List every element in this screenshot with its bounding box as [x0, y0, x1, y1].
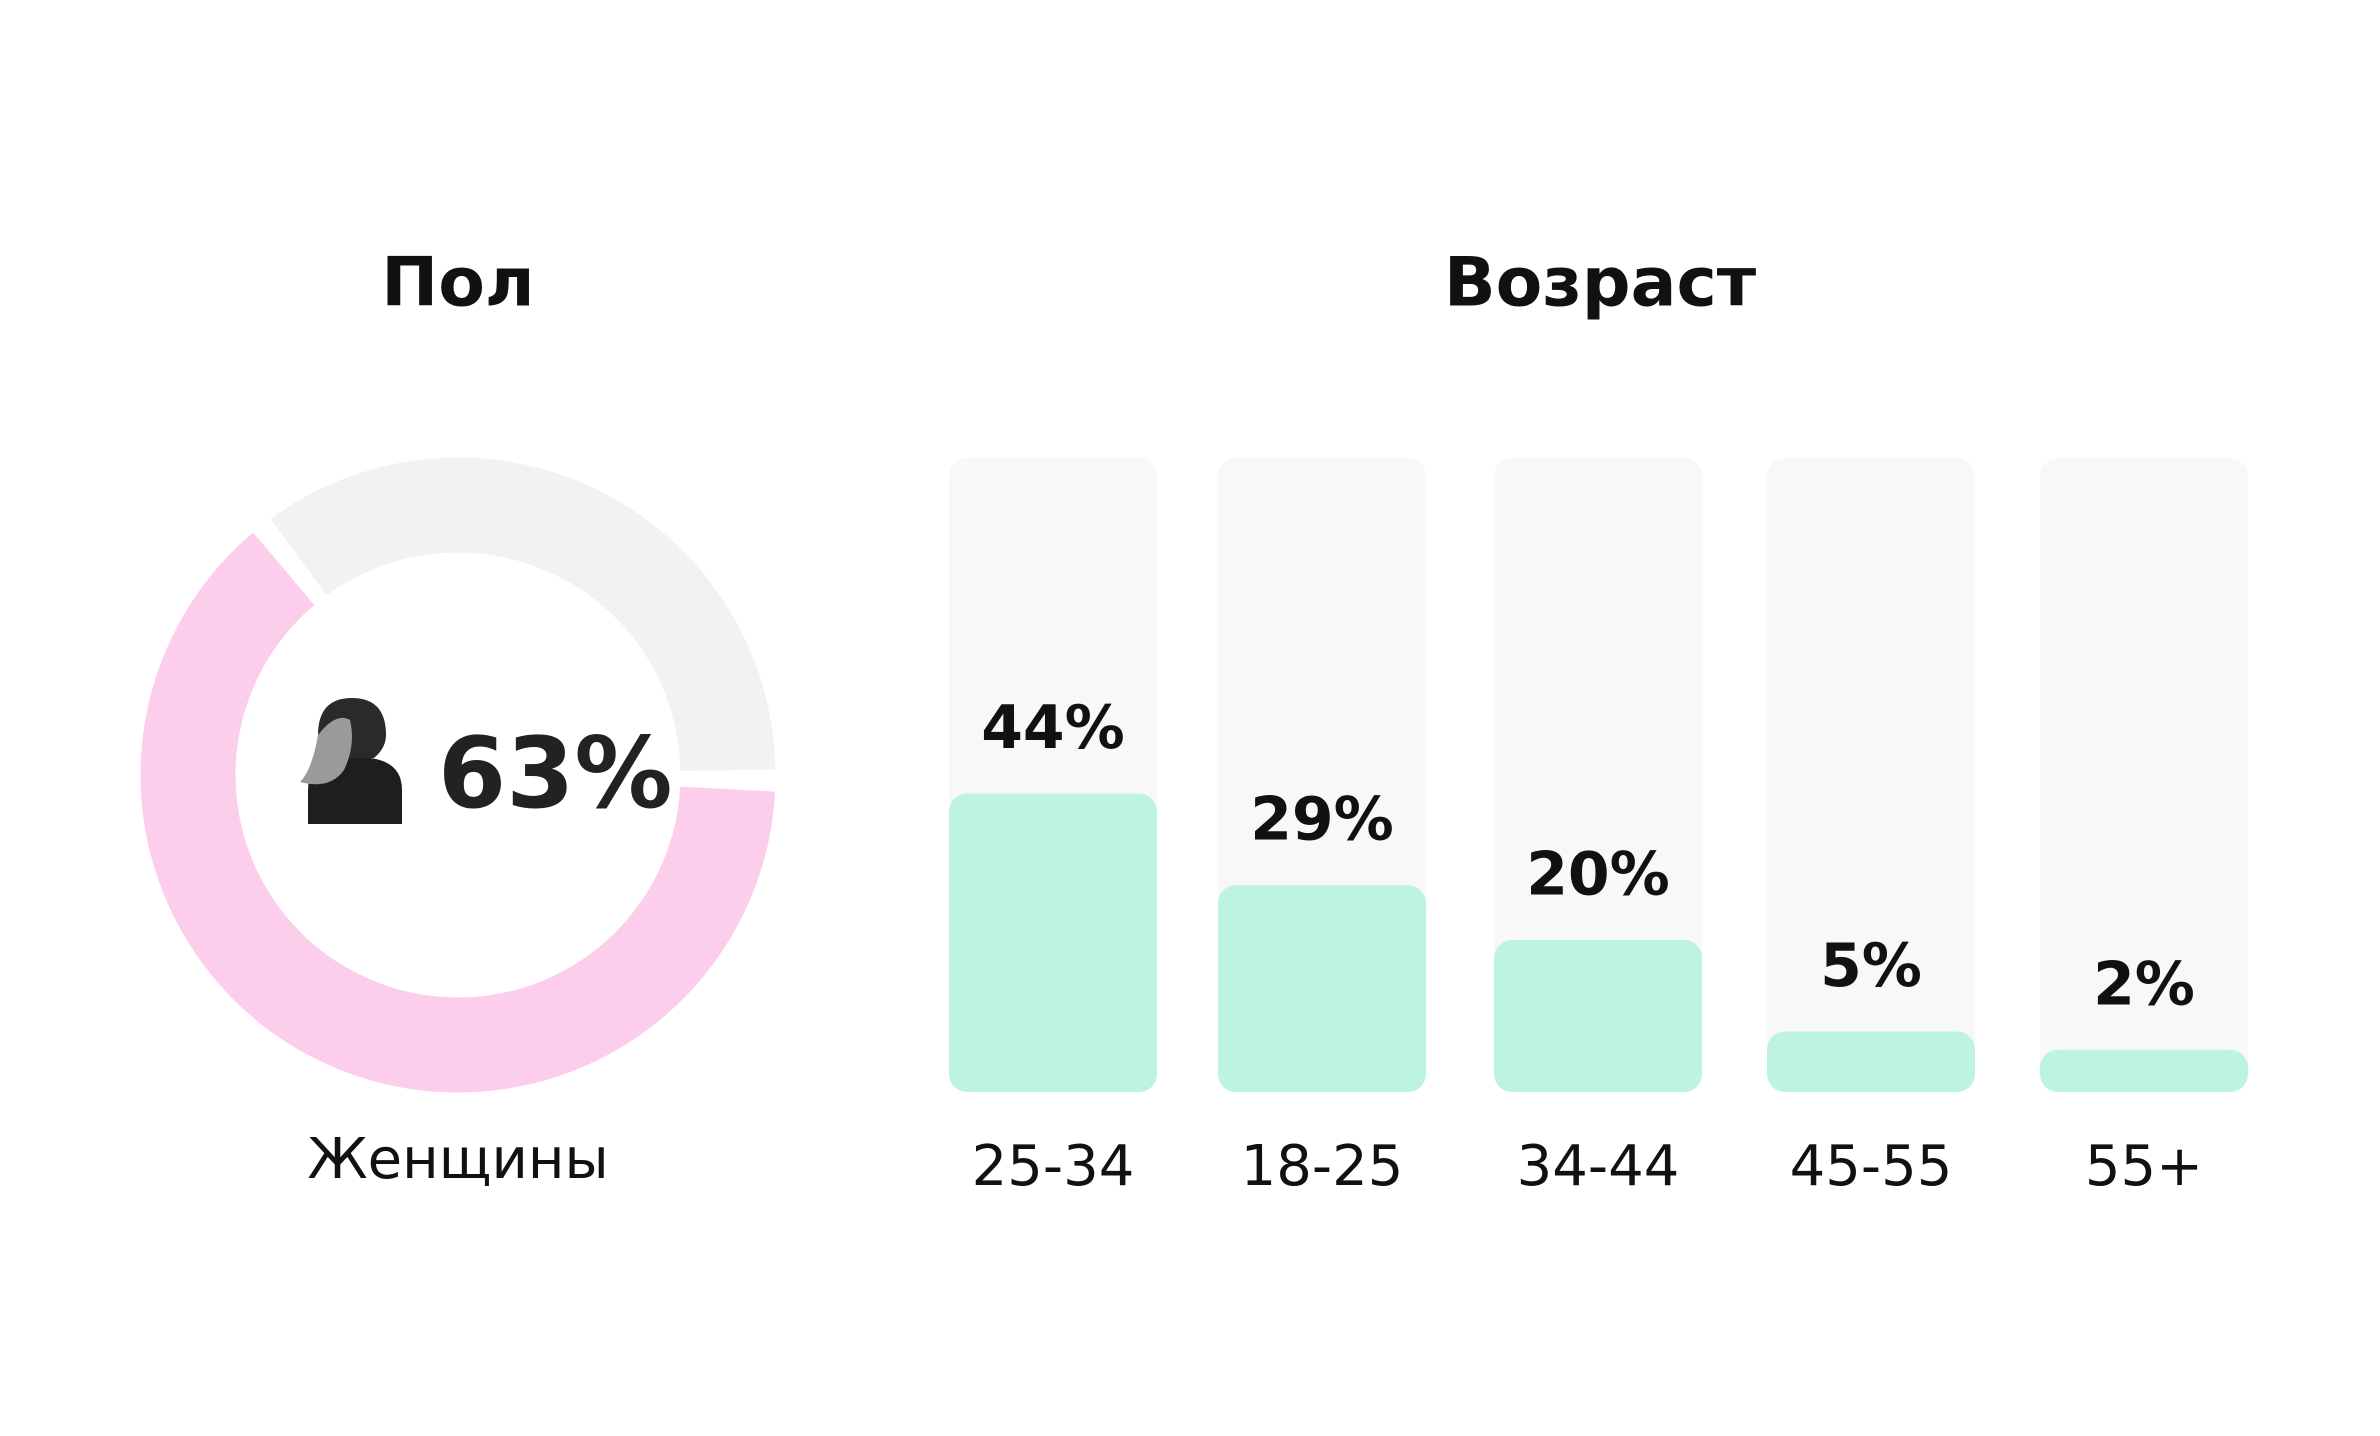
bar-track [2040, 458, 2248, 1092]
value-label: 20% [1526, 840, 1670, 910]
value-label: 29% [1250, 785, 1394, 855]
value-label: 44% [981, 693, 1125, 763]
category-label: 55+ [2085, 1134, 2203, 1199]
bar-track [1494, 458, 1702, 1092]
donut-segment [140, 532, 776, 1093]
value-label: 2% [2093, 949, 2195, 1019]
bar [1218, 885, 1426, 1092]
bar-track [1767, 458, 1975, 1092]
bar [1494, 940, 1702, 1092]
value-label: 63% [438, 717, 673, 831]
category-label: 45-55 [1790, 1134, 1953, 1199]
bar [2040, 1049, 2248, 1092]
chart-title: Пол [381, 244, 534, 323]
category-label: Женщины [307, 1127, 608, 1192]
category-label: 18-25 [1241, 1134, 1404, 1199]
category-label: 34-44 [1517, 1134, 1680, 1199]
bar [1767, 1031, 1975, 1092]
value-label: 5% [1820, 931, 1922, 1001]
chart-title: Возраст [1444, 244, 1757, 323]
bar [949, 793, 1157, 1092]
category-label: 25-34 [972, 1134, 1135, 1199]
donut-track [270, 457, 776, 772]
person-icon [300, 698, 402, 824]
